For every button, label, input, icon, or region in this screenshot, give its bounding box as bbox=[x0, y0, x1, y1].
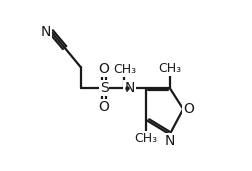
Text: CH₃: CH₃ bbox=[113, 63, 136, 76]
Text: N: N bbox=[41, 25, 51, 39]
Text: N: N bbox=[165, 134, 175, 148]
Text: S: S bbox=[100, 81, 109, 95]
Text: O: O bbox=[99, 100, 110, 114]
Text: N: N bbox=[124, 81, 135, 95]
Text: O: O bbox=[99, 62, 110, 76]
Text: O: O bbox=[183, 102, 194, 116]
Text: CH₃: CH₃ bbox=[135, 132, 158, 145]
Text: CH₃: CH₃ bbox=[158, 62, 181, 75]
